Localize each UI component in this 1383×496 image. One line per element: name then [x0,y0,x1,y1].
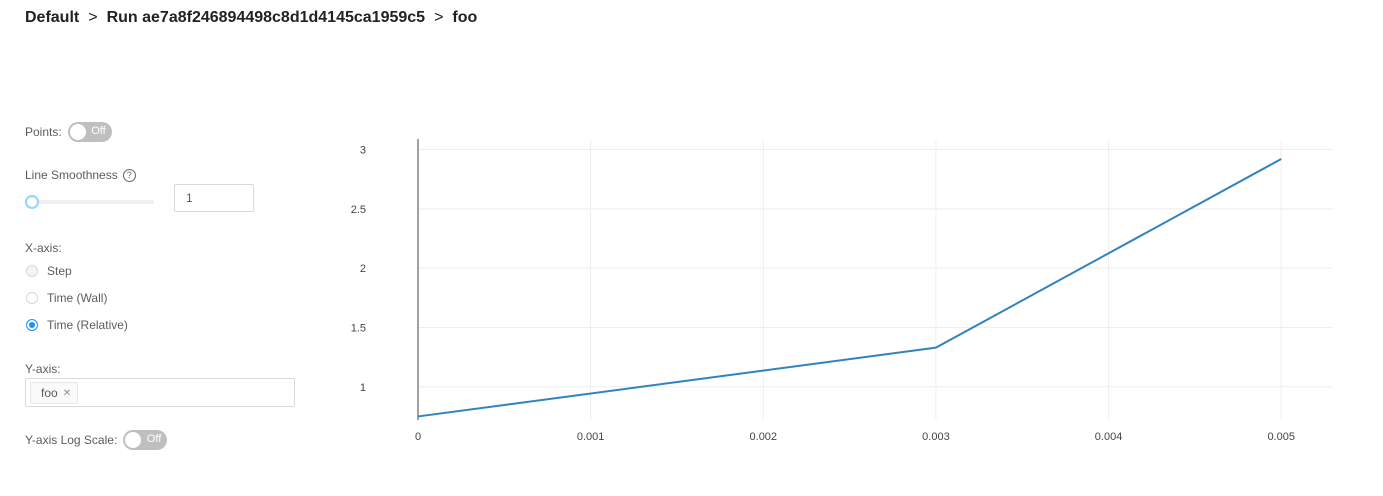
series-line [417,158,1282,418]
y-tick-label: 1 [360,382,366,394]
radio-label: Step [47,264,72,278]
smoothness-slider-track[interactable] [30,200,154,204]
breadcrumb-run[interactable]: Run ae7a8f246894498c8d1d4145ca1959c5 [106,9,426,26]
xaxis-option-step[interactable]: Step [26,264,72,278]
log-scale-toggle[interactable]: Off [123,430,168,450]
breadcrumb-experiment[interactable]: Default [25,9,80,26]
x-tick-label: 0.003 [922,431,950,443]
metric-tag: foo ✕ [30,382,79,404]
yaxis-label: Y-axis: [25,362,61,376]
radio-button[interactable] [26,265,38,277]
xaxis-option-relative[interactable]: Time (Relative) [26,318,128,332]
yaxis-select[interactable]: foo ✕ [25,378,295,407]
smoothness-input[interactable]: 1 [174,184,254,212]
chevron-right-icon: > [434,9,444,26]
xaxis-label-row: X-axis: [25,241,62,255]
tag-label: foo [41,386,58,400]
toggle-knob [125,432,142,448]
radio-label: Time (Relative) [47,318,128,332]
radio-label: Time (Wall) [47,291,108,305]
radio-button[interactable] [26,292,38,304]
question-circle-icon[interactable]: ? [122,168,136,182]
x-tick-label: 0.005 [1267,431,1295,443]
toggle-knob [69,124,86,140]
x-tick-label: 0.004 [1095,431,1123,443]
x-tick-label: 0 [415,431,421,443]
yaxis-label-row: Y-axis: [25,362,61,376]
xaxis-label: X-axis: [25,241,62,255]
y-tick-label: 1.5 [351,322,366,334]
log-scale-label: Y-axis Log Scale: [25,433,118,447]
points-toggle[interactable]: Off [67,122,112,142]
toggle-text: Off [146,433,162,445]
smoothness-control: Line Smoothness ? [25,168,136,182]
y-tick-label: 2.5 [351,204,366,216]
points-label: Points: [25,125,62,139]
smoothness-slider-handle[interactable] [25,195,39,209]
y-tick-label: 3 [360,144,366,156]
x-tick-label: 0.001 [577,431,605,443]
close-icon[interactable]: ✕ [62,387,72,399]
breadcrumb-metric: foo [452,9,478,26]
smoothness-label: Line Smoothness [25,168,118,182]
radio-button[interactable] [26,319,38,331]
metric-chart[interactable]: 1 1.5 2 2.5 3 0 0.001 0.002 0.003 0.004 0.005 [330,120,1370,460]
y-tick-label: 2 [360,263,366,275]
toggle-text: Off [91,125,106,137]
breadcrumb: Default > Run ae7a8f246894498c8d1d4145ca… [25,7,477,29]
log-scale-control: Y-axis Log Scale: Off [25,430,168,450]
chevron-right-icon: > [88,9,98,26]
xaxis-option-wall[interactable]: Time (Wall) [26,291,107,305]
x-tick-label: 0.002 [750,431,778,443]
points-control: Points: Off [25,122,112,142]
